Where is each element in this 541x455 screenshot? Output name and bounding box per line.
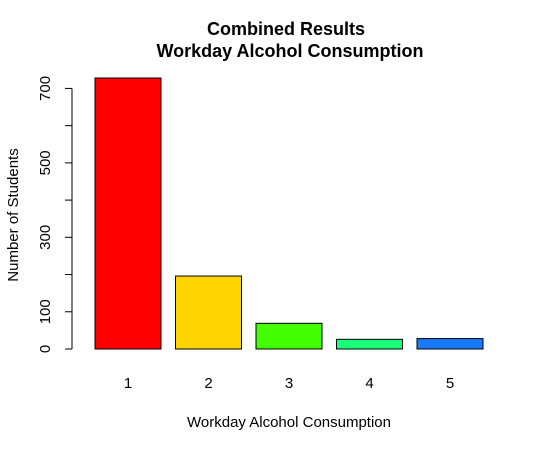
bar-2 [175,275,242,350]
x-tick-label: 5 [446,375,454,392]
y-tick-label: 300 [37,225,54,250]
bar-5 [416,338,484,350]
chart-subtitle: Workday Alcohol Consumption [156,41,423,61]
x-tick-label: 4 [365,375,373,392]
chart-title: Combined Results [207,19,365,39]
y-tick-label: 500 [37,150,54,175]
y-tick-label: 700 [37,76,54,101]
x-axis-label: Workday Alcohol Consumption [187,414,391,431]
bar-1 [94,77,162,350]
x-tick-label: 1 [124,375,132,392]
y-tick-label: 0 [37,345,54,353]
y-tick-label: 100 [37,299,54,324]
y-axis: 0 100 300 500 700 [37,76,73,353]
x-tick-labels: 1 2 3 4 5 [124,375,454,392]
x-tick-label: 3 [285,375,293,392]
bar-3 [255,322,323,350]
y-axis-label: Number of Students [5,148,22,281]
bar-4 [336,338,403,350]
x-tick-label: 2 [204,375,212,392]
bars-group [94,77,484,350]
